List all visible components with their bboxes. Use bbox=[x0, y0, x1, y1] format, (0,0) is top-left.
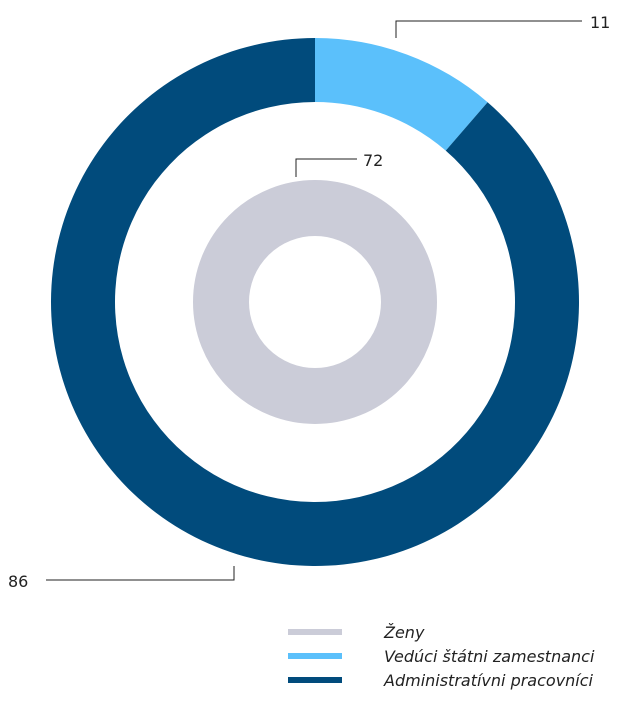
data-label-72: 72 bbox=[363, 151, 383, 170]
leader-line-11 bbox=[395, 20, 582, 38]
data-label-86: 86 bbox=[8, 572, 28, 591]
outer-ring bbox=[50, 38, 580, 567]
legend-label-veduci: Vedúci štátni zamestnanci bbox=[384, 646, 595, 666]
legend: Ženy Vedúci štátni zamestnanci Administr… bbox=[288, 620, 594, 692]
slice-inner-ring-0 bbox=[193, 180, 437, 424]
slice-outer-ring-0 bbox=[315, 38, 488, 151]
leader-line-86 bbox=[46, 566, 235, 581]
legend-item-zeny: Ženy bbox=[288, 620, 594, 644]
legend-swatch-zeny bbox=[288, 629, 342, 635]
leader-line-72 bbox=[295, 158, 357, 177]
legend-label-administrativni: Administratívni pracovníci bbox=[384, 670, 593, 690]
legend-swatch-veduci bbox=[288, 653, 342, 659]
inner-ring bbox=[193, 180, 437, 424]
data-label-11: 11 bbox=[590, 13, 610, 32]
legend-swatch-administrativni bbox=[288, 677, 342, 683]
slice-outer-ring-1 bbox=[50, 38, 580, 567]
legend-label-zeny: Ženy bbox=[384, 622, 425, 642]
legend-item-administrativni: Administratívni pracovníci bbox=[288, 668, 594, 692]
legend-item-veduci: Vedúci štátni zamestnanci bbox=[288, 644, 594, 668]
